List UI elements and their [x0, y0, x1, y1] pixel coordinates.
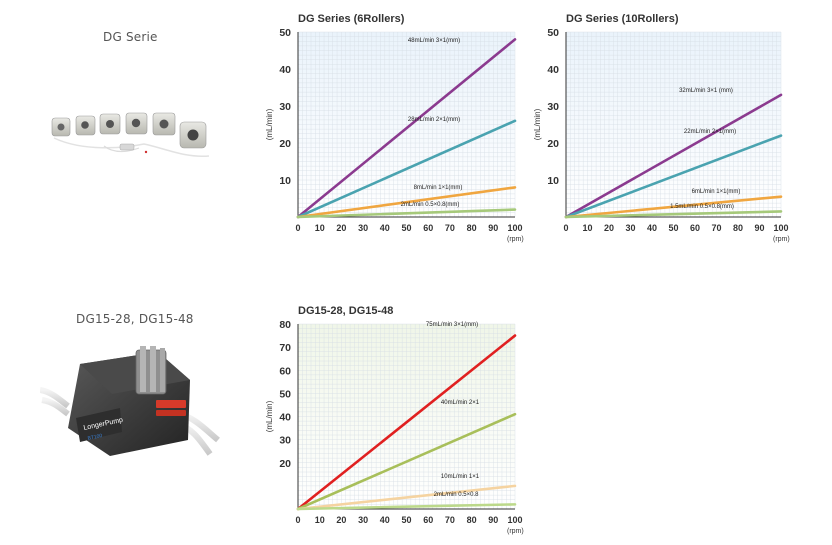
x-tick-label: 30 — [358, 515, 368, 525]
chart-dg15: DG15-28, DG15-48 (mL/min) 20 30 40 50 60 70 80 0 1… — [265, 305, 524, 535]
x-tick-label: 80 — [733, 223, 743, 233]
series-line — [296, 412, 517, 511]
dg-series-pump-heads-image — [51, 112, 210, 157]
y-tick-label: 40 — [279, 412, 291, 424]
y-tick-label: 50 — [279, 388, 291, 400]
y-tick-label: 40 — [547, 64, 559, 76]
series-line — [296, 208, 517, 219]
x-tick-label: 20 — [336, 515, 346, 525]
x-tick-label: 40 — [380, 223, 390, 233]
x-tick-label: 80 — [467, 515, 477, 525]
series-line — [296, 484, 517, 511]
series-label: 6mL/min 1×1(mm) — [692, 189, 741, 195]
y-axis-label: (mL/min) — [265, 400, 274, 432]
series-label: 2mL/min 0.5×0.8 — [434, 492, 480, 498]
y-tick-label: 60 — [279, 365, 291, 377]
y-tick-label: 30 — [279, 101, 291, 113]
series-line — [296, 119, 517, 219]
product-label-dg15: DG15-28, DG15-48 — [76, 312, 194, 326]
x-tick-label: 50 — [401, 223, 411, 233]
x-tick-label: 0 — [563, 223, 568, 233]
series-line — [296, 334, 517, 511]
y-tick-label: 10 — [279, 175, 291, 187]
x-tick-label: 30 — [358, 223, 368, 233]
x-tick-label: 10 — [315, 223, 325, 233]
series-line — [564, 134, 783, 219]
x-tick-label: 70 — [445, 515, 455, 525]
chart-dg-6rollers: DG Series (6Rollers) (mL/min) 10 20 30 40 50 0 1… — [265, 13, 524, 243]
x-tick-label: 100 — [507, 223, 522, 233]
dg15-pump-head-image: LongerPump BT100 — [40, 346, 220, 456]
y-tick-label: 30 — [547, 101, 559, 113]
y-tick-label: 70 — [279, 342, 291, 354]
series-line — [564, 93, 783, 219]
x-tick-label: 50 — [668, 223, 678, 233]
series-label: 1.5mL/min 0.5×0.8(mm) — [670, 204, 734, 210]
x-tick-label: 0 — [295, 223, 300, 233]
x-tick-label: 10 — [582, 223, 592, 233]
series-label: 48mL/min 3×1(mm) — [408, 38, 460, 44]
y-tick-label: 20 — [279, 138, 291, 150]
x-tick-label: 0 — [295, 515, 300, 525]
x-tick-label: 100 — [507, 515, 522, 525]
y-tick-label: 50 — [547, 27, 559, 39]
series-line — [296, 503, 517, 511]
x-axis-unit: (rpm) — [507, 236, 524, 243]
pump-head — [125, 112, 148, 135]
y-tick-label: 40 — [279, 64, 291, 76]
x-tick-label: 90 — [488, 223, 498, 233]
x-tick-label: 20 — [336, 223, 346, 233]
x-tick-label: 90 — [488, 515, 498, 525]
series-line — [564, 210, 783, 219]
x-tick-label: 70 — [445, 223, 455, 233]
pump-head — [99, 113, 121, 135]
x-tick-label: 60 — [423, 223, 433, 233]
y-axis-label: (mL/min) — [265, 108, 274, 140]
series-line — [564, 195, 783, 219]
product-label-dg-serie: DG Serie — [103, 30, 158, 44]
chart-dg-10rollers: DG Series (10Rollers) (mL/min) 10 20 30 40 50 0… — [533, 13, 790, 243]
series-label: 10mL/min 1×1 — [441, 474, 480, 480]
y-tick-label: 20 — [279, 458, 291, 470]
series-label: 40mL/min 2×1 — [441, 400, 480, 406]
y-tick-label: 10 — [547, 175, 559, 187]
grid — [297, 323, 516, 510]
y-axis-label: (mL/min) — [533, 108, 542, 140]
x-tick-label: 90 — [754, 223, 764, 233]
pump-head — [179, 121, 207, 149]
x-tick-label: 70 — [711, 223, 721, 233]
y-tick-label: 80 — [279, 319, 291, 331]
grid — [565, 31, 782, 218]
x-tick-label: 100 — [773, 223, 788, 233]
x-tick-label: 60 — [690, 223, 700, 233]
chart-title: DG15-28, DG15-48 — [298, 305, 393, 317]
series-label: 32mL/min 3×1 (mm) — [679, 88, 733, 94]
x-tick-label: 80 — [467, 223, 477, 233]
series-label: 22mL/min 2×1(mm) — [684, 129, 736, 135]
x-tick-label: 50 — [401, 515, 411, 525]
series-label: 28mL/min 2×1(mm) — [408, 117, 460, 123]
x-axis-unit: (rpm) — [507, 528, 524, 535]
series-label: 8mL/min 1×1(mm) — [414, 185, 463, 191]
y-tick-label: 20 — [547, 138, 559, 150]
x-tick-label: 40 — [647, 223, 657, 233]
series-line — [296, 38, 517, 219]
chart-title: DG Series (10Rollers) — [566, 13, 679, 25]
pump-head — [152, 112, 176, 136]
series-label: 75mL/min 3×1(mm) — [426, 322, 478, 328]
pump-head — [75, 115, 96, 136]
series-label: 2mL/min 0.5×0.8(mm) — [401, 202, 460, 208]
series-line — [296, 186, 517, 219]
x-tick-label: 60 — [423, 515, 433, 525]
x-tick-label: 30 — [625, 223, 635, 233]
pump-head — [51, 117, 71, 137]
pump-brand-text: BT100 — [87, 433, 103, 442]
x-tick-label: 40 — [380, 515, 390, 525]
x-axis-unit: (rpm) — [773, 236, 790, 243]
y-tick-label: 50 — [279, 27, 291, 39]
x-tick-label: 10 — [315, 515, 325, 525]
chart-title: DG Series (6Rollers) — [298, 13, 405, 25]
y-tick-label: 30 — [279, 435, 291, 447]
x-tick-label: 20 — [604, 223, 614, 233]
